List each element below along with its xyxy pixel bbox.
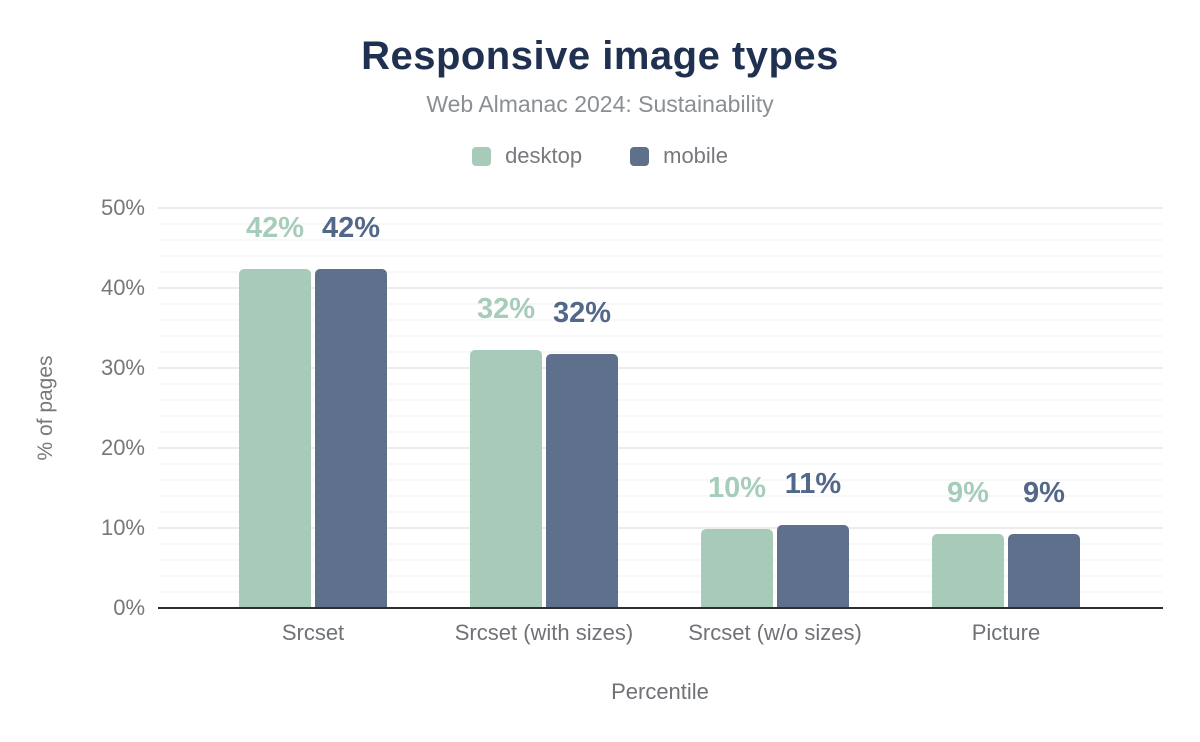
bar-value-label: 9% xyxy=(1023,477,1065,509)
y-tick-label: 0% xyxy=(113,595,145,620)
legend-swatch-desktop xyxy=(472,146,492,166)
x-category-label: Srcset xyxy=(281,620,345,645)
x-axis-title: Percentile xyxy=(611,679,709,704)
bar-value-label: 32% xyxy=(552,297,612,329)
gridline-minor xyxy=(158,351,1163,353)
y-tick-label: 30% xyxy=(100,355,145,380)
bar-value-label: 42% xyxy=(245,212,305,244)
gridline-minor xyxy=(158,383,1163,385)
gridline-minor xyxy=(158,495,1163,497)
gridline-minor xyxy=(158,559,1163,561)
legend-swatch-mobile xyxy=(630,146,650,166)
gridline-minor xyxy=(158,319,1163,321)
bar-desktop-picture xyxy=(932,534,1004,608)
y-tick-label: 20% xyxy=(100,435,145,460)
legend-item-desktop[interactable]: desktop xyxy=(472,143,582,169)
x-category-label: Srcset (w/o sizes) xyxy=(688,620,862,645)
y-tick-label: 50% xyxy=(100,195,145,220)
gridline-minor xyxy=(158,543,1163,545)
bar-value-label: 32% xyxy=(476,293,536,325)
gridline-minor xyxy=(158,591,1163,593)
bar-mobile-srcset-with-sizes- xyxy=(546,354,618,608)
gridline-minor xyxy=(158,479,1163,481)
plot-area: 42% 42% 32% 32% 10% 11% 9% 9% xyxy=(158,207,1163,609)
gridline-minor xyxy=(158,575,1163,577)
legend-label: desktop xyxy=(505,143,583,168)
gridline-minor xyxy=(158,223,1163,225)
legend-item-mobile[interactable]: mobile xyxy=(630,143,728,169)
bar-mobile-srcset xyxy=(315,269,387,608)
gridline-major xyxy=(158,287,1163,289)
legend: desktop mobile xyxy=(0,143,1200,169)
gridline-minor xyxy=(158,271,1163,273)
x-category-label: Srcset (with sizes) xyxy=(454,620,634,645)
gridline-minor xyxy=(158,431,1163,433)
gridline-minor xyxy=(158,335,1163,337)
y-tick-label: 40% xyxy=(100,275,145,300)
gridline-minor xyxy=(158,399,1163,401)
bar-desktop-srcset-with-sizes- xyxy=(470,350,542,608)
gridline-major xyxy=(158,367,1163,369)
gridline-minor xyxy=(158,511,1163,513)
chart-title: Responsive image types xyxy=(361,34,839,78)
gridline-minor xyxy=(158,239,1163,241)
bar-value-label: 9% xyxy=(947,477,989,509)
bar-mobile-picture xyxy=(1008,534,1080,608)
legend-label: mobile xyxy=(663,143,728,168)
gridline-major xyxy=(158,207,1163,209)
bar-value-label: 42% xyxy=(321,212,381,244)
gridline-minor xyxy=(158,463,1163,465)
bar-desktop-srcset-w-o-sizes- xyxy=(701,529,773,608)
gridline-major xyxy=(158,447,1163,449)
y-tick-label: 10% xyxy=(100,515,145,540)
bar-value-label: 11% xyxy=(784,468,842,500)
gridline-minor xyxy=(158,303,1163,305)
bar-desktop-srcset xyxy=(239,269,311,608)
gridline-minor xyxy=(158,255,1163,257)
bar-mobile-srcset-w-o-sizes- xyxy=(777,525,849,608)
bar-value-label: 10% xyxy=(707,472,767,504)
gridline-major xyxy=(158,527,1163,529)
x-axis-line xyxy=(158,607,1163,609)
gridline-minor xyxy=(158,415,1163,417)
x-category-label: Picture xyxy=(971,620,1041,645)
chart-subtitle: Web Almanac 2024: Sustainability xyxy=(426,91,774,117)
